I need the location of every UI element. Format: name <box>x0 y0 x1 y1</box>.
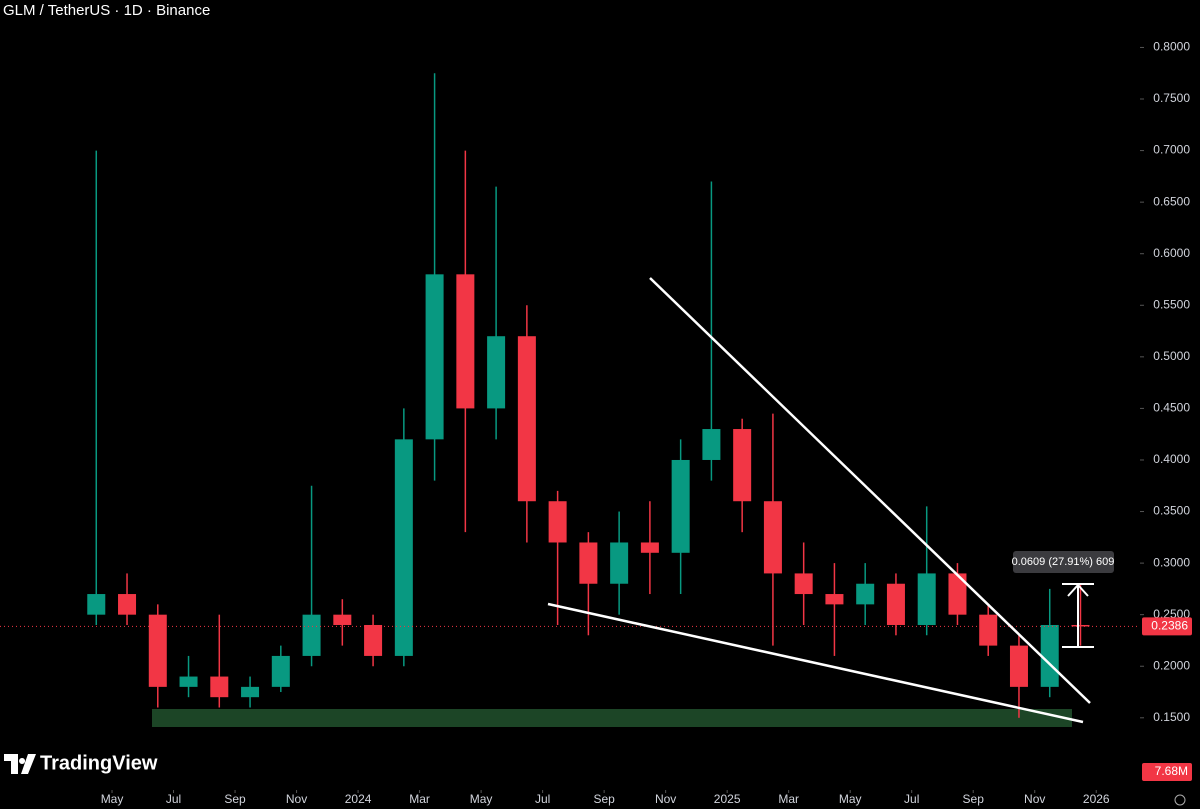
y-tick-label: 0.6500 <box>1153 194 1190 208</box>
candle-body <box>241 686 260 698</box>
measure-arrow <box>1067 583 1089 597</box>
candle-body <box>825 594 844 605</box>
last-price-badge <box>1142 617 1192 636</box>
candle-body <box>425 274 444 440</box>
y-tick-label: 0.7500 <box>1153 91 1190 105</box>
price-axis <box>1140 0 1200 809</box>
y-tick-label: 0.6000 <box>1153 246 1190 260</box>
candle-body <box>302 614 321 656</box>
x-tick-label: Nov <box>1024 792 1045 806</box>
y-tick-label: 0.7000 <box>1153 143 1190 157</box>
annotation-box <box>1013 551 1114 573</box>
x-tick-label: Mar <box>778 792 799 806</box>
candle-body <box>517 336 536 502</box>
y-tick-label: 0.3000 <box>1153 555 1190 569</box>
candle-body <box>548 501 567 543</box>
x-tick-label: Sep <box>224 792 246 806</box>
chart-title: GLM / TetherUS · 1D · Binance <box>3 2 210 19</box>
candle-body <box>948 573 967 615</box>
candles: 0.2386 <box>0 73 1192 718</box>
logo-icon <box>4 754 36 774</box>
y-tick-label: 0.4500 <box>1153 401 1190 415</box>
candle-body <box>763 501 782 574</box>
candle-body <box>794 573 813 595</box>
y-tick-label: 0.1500 <box>1153 710 1190 724</box>
candle-body <box>1040 624 1059 687</box>
y-tick-label: 0.2000 <box>1153 658 1190 672</box>
volume-label: 7.68M <box>1155 764 1188 778</box>
candle-body <box>979 614 998 646</box>
y-tick-label: 0.2500 <box>1153 607 1190 621</box>
x-tick-label: Nov <box>655 792 676 806</box>
x-tick-label: May <box>101 792 124 806</box>
x-tick-label: Jul <box>166 792 181 806</box>
volume-badge <box>1142 763 1192 781</box>
x-tick-label: Jul <box>535 792 550 806</box>
candle-body <box>856 583 875 605</box>
candle-body <box>733 429 752 502</box>
x-tick-label: May <box>839 792 862 806</box>
annotation: 0.0609 (27.91%) 609 <box>1012 556 1115 568</box>
candle-body <box>271 655 290 687</box>
x-tick-label: May <box>470 792 493 806</box>
y-tick-label: 0.8000 <box>1153 40 1190 54</box>
logo: TradingView <box>4 752 158 774</box>
candle-body <box>333 614 352 625</box>
candle-body <box>917 573 936 625</box>
support-zone <box>152 709 1072 727</box>
trend-line <box>547 602 1084 724</box>
candle-body <box>87 594 106 615</box>
trend-line <box>649 277 1091 704</box>
y-tick-label: 0.4000 <box>1153 452 1190 466</box>
candle-body <box>210 676 229 698</box>
candle-body <box>179 676 198 687</box>
candle-body <box>1009 645 1028 687</box>
watermark: TradingView <box>40 752 158 774</box>
candle-body <box>394 439 413 656</box>
x-tick-label: Sep <box>593 792 615 806</box>
plot-layer: 0.1500 0.2000 0.2500 0.3000 0.3500 0.4000 0.45… <box>101 0 1200 809</box>
x-tick-label: 2026 <box>1083 792 1110 806</box>
y-tick-label: 0.5000 <box>1153 349 1190 363</box>
settings-icon[interactable] <box>1174 794 1186 806</box>
candle-body <box>886 583 905 625</box>
candle-body <box>148 614 167 687</box>
candle-body <box>640 542 659 553</box>
x-tick-label: 2025 <box>714 792 741 806</box>
candle-body <box>671 459 690 553</box>
candle-body <box>487 336 506 409</box>
candle-body <box>610 542 629 584</box>
y-tick-label: 0.3500 <box>1153 504 1190 518</box>
candle-body <box>364 624 383 656</box>
y-tick-label: 0.5500 <box>1153 297 1190 311</box>
candle-body <box>579 542 598 584</box>
candle-body <box>1071 624 1090 627</box>
candle-body <box>456 274 475 409</box>
last-price-label: 0.2386 <box>1151 619 1188 633</box>
x-tick-label: Nov <box>286 792 307 806</box>
candle-body <box>118 594 137 615</box>
x-tick-label: Sep <box>963 792 985 806</box>
x-tick-label: Mar <box>409 792 430 806</box>
candle-body <box>702 429 721 460</box>
x-tick-label: Jul <box>904 792 919 806</box>
x-tick-label: 2024 <box>345 792 372 806</box>
